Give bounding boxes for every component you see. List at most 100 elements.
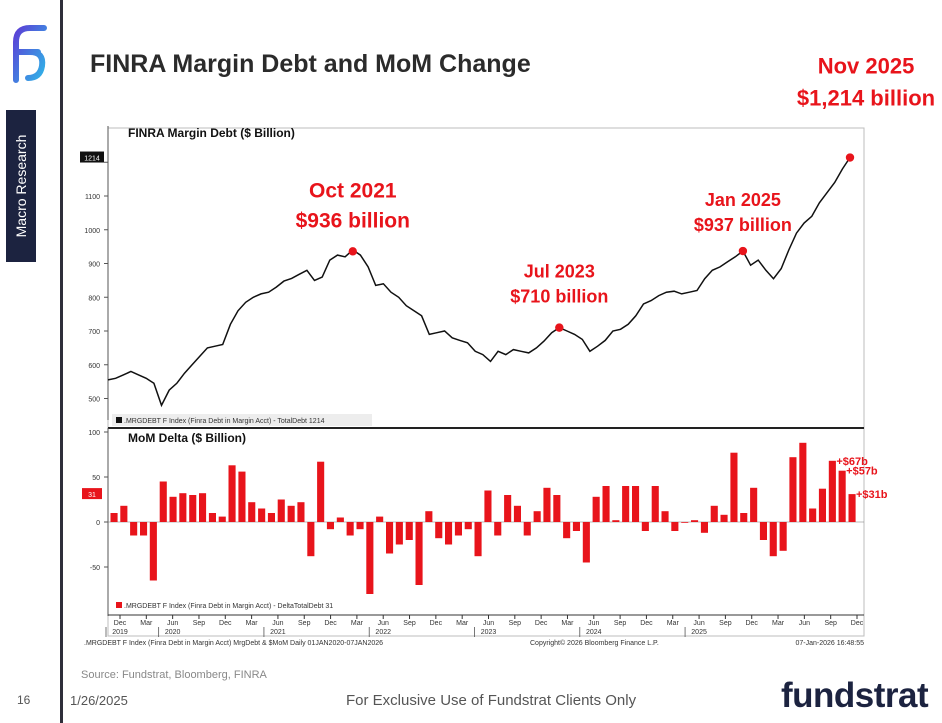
mom-delta-bar <box>356 522 364 530</box>
source-note: Source: Fundstrat, Bloomberg, FINRA <box>81 669 267 681</box>
mom-delta-bar <box>504 495 512 522</box>
top-y-tick-label: 1100 <box>85 194 100 201</box>
mom-delta-bar <box>622 486 630 522</box>
x-month-label: Dec <box>535 620 548 627</box>
mom-delta-bar <box>740 513 748 522</box>
mom-delta-bar <box>602 486 610 522</box>
mom-delta-bar <box>415 522 423 585</box>
sidebar-divider <box>60 0 63 723</box>
x-month-label: Sep <box>403 620 416 627</box>
mom-delta-bar <box>238 471 246 522</box>
x-year-label: 2022 <box>375 629 391 636</box>
x-year-label: 2019 <box>112 629 128 636</box>
section-tab: Macro Research <box>6 110 36 262</box>
peak-value-label: $1,214 billion <box>797 86 935 111</box>
mom-delta-bar <box>405 522 413 540</box>
mom-delta-bar <box>828 460 836 522</box>
mom-delta-bar <box>464 522 472 530</box>
x-month-label: Mar <box>667 620 680 627</box>
x-year-label: 2025 <box>691 629 707 636</box>
mom-delta-bar <box>651 486 659 522</box>
mom-delta-bar <box>661 511 669 522</box>
x-month-label: Jun <box>588 620 599 627</box>
bottom-legend-text: .MRGDEBT F Index (Finra Debt in Margin A… <box>124 603 333 610</box>
mom-delta-bar <box>287 505 295 522</box>
mom-delta-bar <box>130 522 138 536</box>
mom-delta-bar <box>838 470 846 522</box>
footer-disclaimer: For Exclusive Use of Fundstrat Clients O… <box>346 692 637 709</box>
x-month-label: Sep <box>614 620 627 627</box>
mom-delta-bar <box>572 522 580 531</box>
mom-delta-bar <box>671 522 679 531</box>
x-month-label: Mar <box>246 620 259 627</box>
x-month-label: Jun <box>378 620 389 627</box>
mom-delta-bar <box>750 487 758 522</box>
x-month-label: Mar <box>772 620 785 627</box>
x-year-label: 2024 <box>586 629 602 636</box>
mom-delta-bar <box>258 508 266 522</box>
x-month-label: Mar <box>561 620 574 627</box>
mom-delta-bar <box>435 522 443 539</box>
mom-delta-bar <box>818 488 826 522</box>
bottom-last-value-label: 31 <box>88 492 96 499</box>
x-month-label: Jun <box>799 620 810 627</box>
peak-marker <box>555 323 564 332</box>
mom-delta-bar <box>218 516 226 522</box>
mom-delta-bar <box>317 461 325 522</box>
mom-delta-bar <box>582 522 590 563</box>
x-month-label: Mar <box>351 620 364 627</box>
peak-date-label: Jul 2023 <box>524 262 595 282</box>
mom-delta-bar <box>179 493 187 522</box>
mom-delta-bar <box>484 490 492 522</box>
x-year-label: 2020 <box>165 629 181 636</box>
bloomberg-footer-left: .MRGDEBT F Index (Finra Debt in Margin A… <box>84 640 383 647</box>
peak-value-label: $710 billion <box>510 287 608 307</box>
mom-delta-bar <box>641 522 649 531</box>
top-legend-box <box>112 414 372 426</box>
mom-delta-bar <box>395 522 403 545</box>
mom-delta-bar <box>553 495 561 522</box>
x-month-label: Jun <box>483 620 494 627</box>
x-month-label: Mar <box>456 620 469 627</box>
margin-debt-line <box>107 157 851 408</box>
mom-delta-bar <box>543 487 551 522</box>
x-month-label: Sep <box>298 620 311 627</box>
x-month-label: Sep <box>824 620 837 627</box>
fundstrat-logo-icon <box>13 25 47 83</box>
mom-delta-bar <box>248 502 256 522</box>
top-legend-text: .MRGDEBT F Index (Finra Debt in Margin A… <box>124 418 325 425</box>
peak-marker <box>845 153 855 162</box>
x-year-label: 2021 <box>270 629 286 636</box>
x-year-label: 2023 <box>481 629 497 636</box>
top-y-tick-label: 500 <box>88 397 100 404</box>
mom-delta-bar <box>425 511 433 522</box>
bottom-chart-title: MoM Delta ($ Billion) <box>128 431 246 445</box>
mom-delta-bar <box>366 522 374 594</box>
top-y-tick-label: 700 <box>88 329 100 336</box>
mom-delta-bar <box>120 505 128 522</box>
x-month-label: Sep <box>509 620 522 627</box>
top-y-tick-label: 1000 <box>84 228 100 235</box>
mom-delta-bar <box>592 496 600 522</box>
mom-delta-bar <box>199 493 207 522</box>
bottom-last-value-box <box>82 488 102 500</box>
bottom-y-tick-label: 0 <box>96 520 100 527</box>
page-title: FINRA Margin Debt and MoM Change <box>90 50 531 78</box>
mom-delta-bar <box>710 505 718 522</box>
mom-delta-bar <box>494 522 502 536</box>
mom-delta-bar <box>632 486 640 522</box>
peak-date-label: Nov 2025 <box>818 54 915 79</box>
bottom-y-tick-label: -50 <box>90 565 100 572</box>
mom-delta-bar <box>612 520 620 522</box>
x-month-label: Jun <box>167 620 178 627</box>
mom-delta-bar <box>454 522 462 536</box>
x-month-label: Dec <box>851 620 864 627</box>
peak-value-label: $937 billion <box>694 215 792 235</box>
x-month-label: Sep <box>193 620 206 627</box>
peak-marker <box>738 246 748 256</box>
x-month-label: Dec <box>324 620 337 627</box>
mom-delta-bar <box>336 517 344 522</box>
mom-delta-bar <box>376 516 384 522</box>
x-month-label: Dec <box>430 620 443 627</box>
